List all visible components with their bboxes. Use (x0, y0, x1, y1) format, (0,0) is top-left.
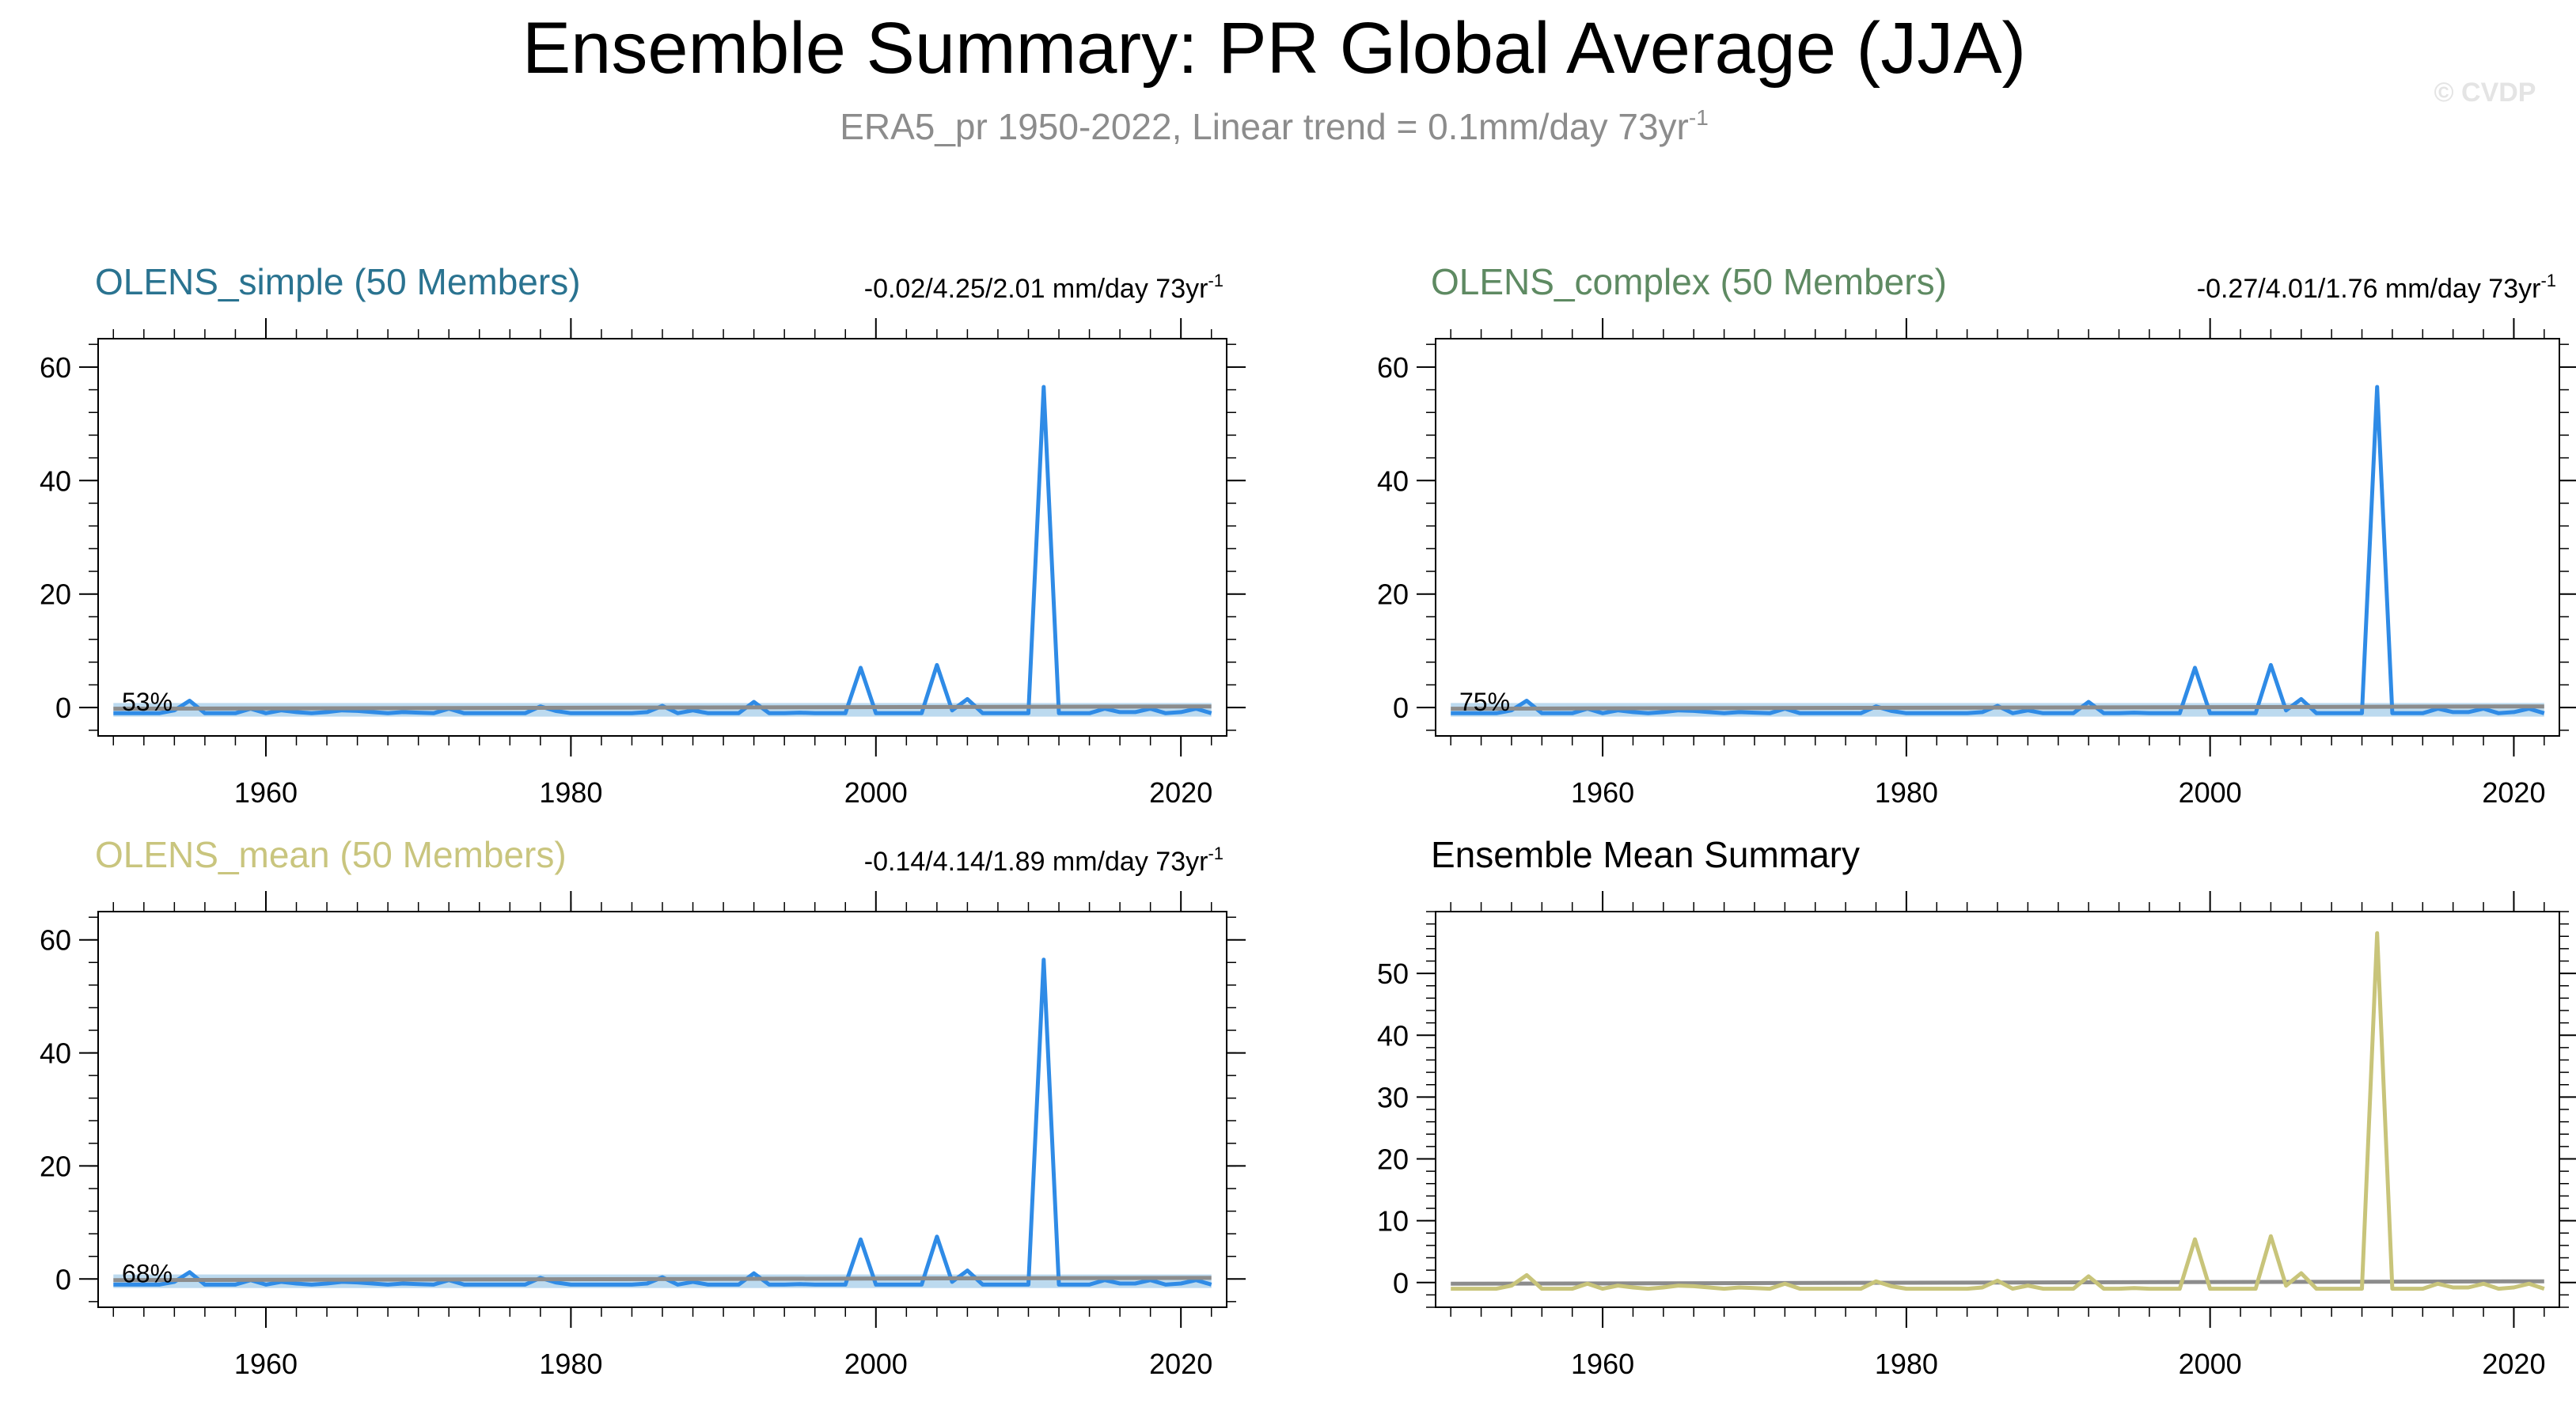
x-tick-label: 2000 (844, 776, 908, 809)
panel-title: OLENS_simple (50 Members) (95, 261, 581, 302)
y-tick-label: 40 (40, 1037, 71, 1070)
y-tick-label: 40 (1377, 1019, 1409, 1052)
y-tick-label: 20 (40, 1150, 71, 1182)
panel-stats-sup: -1 (1208, 271, 1224, 290)
panel-title: OLENS_mean (50 Members) (95, 834, 567, 875)
panel-stats-sup: -1 (1208, 844, 1224, 863)
figure-subtitle: ERA5_pr 1950-2022, Linear trend = 0.1mm/… (840, 105, 1709, 147)
y-tick-label: 40 (1377, 465, 1409, 497)
y-tick-label: 60 (40, 351, 71, 384)
y-tick-label: 60 (1377, 351, 1409, 384)
percent-label: 53% (122, 688, 173, 716)
x-tick-label: 2000 (844, 1348, 908, 1380)
panel-stats-text: -0.27/4.01/1.76 mm/day 73yr (2197, 274, 2541, 304)
x-tick-label: 2000 (2179, 776, 2242, 809)
watermark: © CVDP (2434, 78, 2536, 108)
figure-subtitle-sup: -1 (1689, 105, 1709, 130)
y-tick-label: 40 (40, 465, 71, 497)
series-line-observed (113, 1276, 1212, 1283)
y-tick-label: 0 (1393, 1267, 1409, 1299)
series-line-member (1451, 385, 2545, 715)
series-line-member (113, 385, 1212, 715)
y-tick-label: 60 (40, 924, 71, 957)
y-tick-label: 20 (40, 578, 71, 611)
panel-stats: -0.27/4.01/1.76 mm/day 73yr-1 (2197, 271, 2556, 304)
chart-panel-4: 0 10 20 30 40 50 1960 1980 2000 2020 Ensemble Mean… (1377, 834, 2576, 1380)
x-tick-label: 1960 (234, 776, 298, 809)
figure-title: Ensemble Summary: PR Global Average (JJA… (522, 8, 2026, 89)
panel-stats-sup: -1 (2540, 271, 2556, 290)
x-tick-label: 1960 (234, 1348, 298, 1380)
x-tick-label: 1980 (1875, 776, 1938, 809)
x-tick-label: 1960 (1571, 776, 1634, 809)
x-tick-label: 1960 (1571, 1348, 1634, 1380)
series-line-observed (113, 704, 1212, 711)
y-tick-label: 0 (55, 1263, 71, 1295)
series-line-observed (1451, 704, 2544, 711)
panel-title: Ensemble Mean Summary (1431, 834, 1860, 875)
percent-label: 75% (1459, 688, 1510, 716)
x-tick-label: 2020 (1149, 776, 1212, 809)
x-tick-label: 1980 (539, 1348, 602, 1380)
x-tick-label: 2000 (2179, 1348, 2242, 1380)
chart-panel-3: 0 20 40 60 1960 1980 2000 2020 OLENS_mean (50 Me… (40, 834, 1246, 1380)
series-line-member (113, 957, 1212, 1287)
x-tick-label: 2020 (2482, 1348, 2545, 1380)
figure-subtitle-text: ERA5_pr 1950-2022, Linear trend = 0.1mm/… (840, 106, 1689, 147)
y-tick-label: 30 (1377, 1081, 1409, 1113)
y-tick-label: 0 (55, 692, 71, 724)
percent-label: 68% (122, 1259, 173, 1287)
panel-stats: -0.14/4.14/1.89 mm/day 73yr-1 (864, 844, 1224, 877)
x-tick-label: 1980 (1875, 1348, 1938, 1380)
panel-stats-text: -0.14/4.14/1.89 mm/day 73yr (864, 847, 1208, 877)
chart-panel-1: 0 20 40 60 1960 1980 2000 2020 OLENS_simple (50 … (40, 261, 1246, 809)
chart-panel-2: 0 20 40 60 1960 1980 2000 2020 OLENS_complex (50… (1377, 261, 2576, 809)
y-tick-label: 0 (1393, 692, 1409, 724)
panel-stats: -0.02/4.25/2.01 mm/day 73yr-1 (864, 271, 1224, 304)
x-tick-label: 2020 (2482, 776, 2545, 809)
y-tick-label: 10 (1377, 1205, 1409, 1238)
y-tick-label: 20 (1377, 1143, 1409, 1176)
y-tick-label: 20 (1377, 578, 1409, 611)
x-tick-label: 1980 (539, 776, 602, 809)
panel-title: OLENS_complex (50 Members) (1431, 261, 1947, 302)
y-tick-label: 50 (1377, 957, 1409, 990)
series-line-ensemble (1451, 931, 2545, 1291)
panel-stats-text: -0.02/4.25/2.01 mm/day 73yr (864, 274, 1208, 304)
x-tick-label: 2020 (1149, 1348, 1212, 1380)
